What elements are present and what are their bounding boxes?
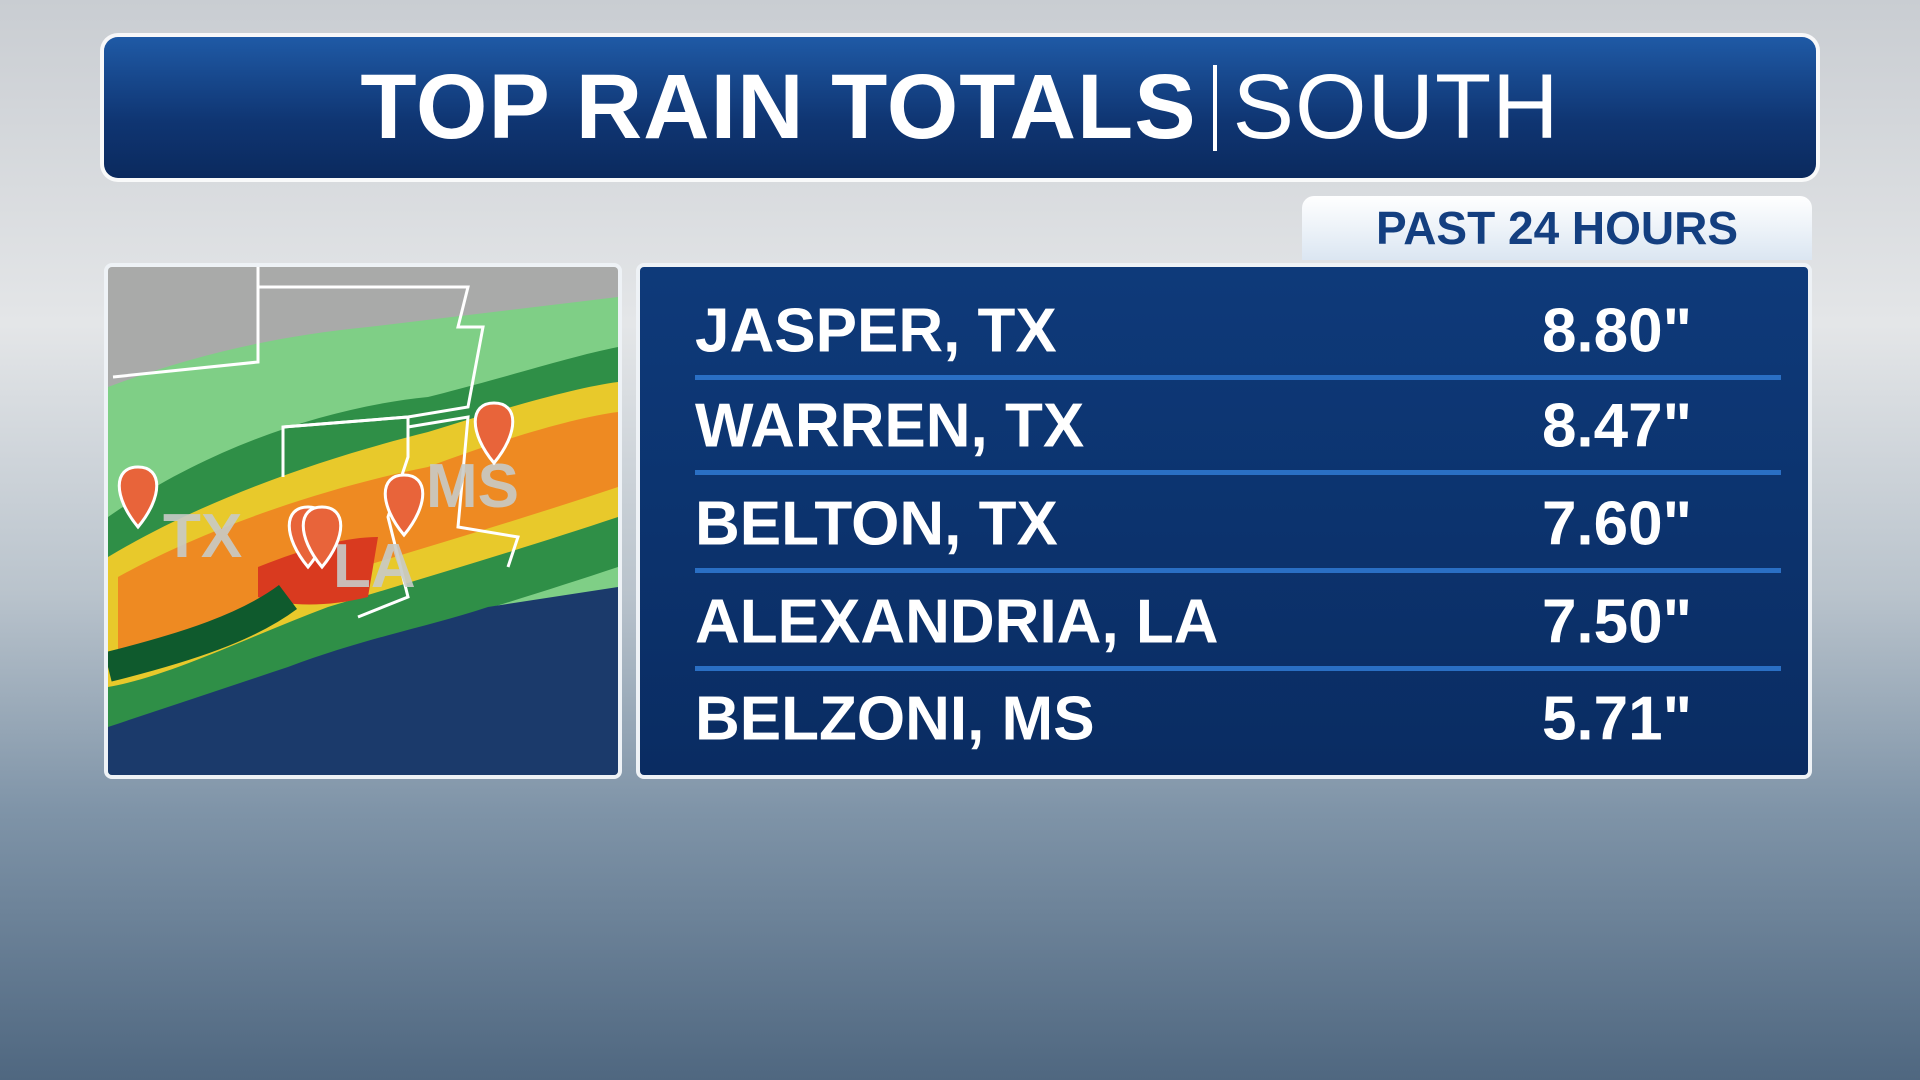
table-row: BELTON, TX 7.60" xyxy=(695,475,1781,573)
table-row: JASPER, TX 8.80" xyxy=(695,282,1781,380)
rain-map: TX LA MS xyxy=(104,263,622,779)
rain-total: 8.47" xyxy=(1541,391,1693,461)
rain-total: 5.71" xyxy=(1541,684,1693,754)
location: WARREN, TX xyxy=(695,391,1085,461)
time-badge: PAST 24 HOURS xyxy=(1302,196,1812,260)
table-row: ALEXANDRIA, LA 7.50" xyxy=(695,573,1781,671)
map-pins xyxy=(117,401,515,570)
location: BELZONI, MS xyxy=(695,684,1095,754)
map-label: MS xyxy=(426,452,519,521)
location: JASPER, TX xyxy=(695,296,1057,366)
rain-total: 8.80" xyxy=(1541,296,1693,366)
map-label: TX xyxy=(163,502,242,571)
row-divider xyxy=(695,470,1781,475)
subtitle: SOUTH xyxy=(1232,56,1560,158)
row-divider xyxy=(695,666,1781,671)
totals-table: JASPER, TX 8.80" WARREN, TX 8.47" BELTON, TX… xyxy=(636,263,1812,779)
title: TOP RAIN TOTALS xyxy=(360,56,1197,158)
row-divider xyxy=(695,568,1781,573)
table-row: WARREN, TX 8.47" xyxy=(695,377,1781,475)
rain-total: 7.60" xyxy=(1541,489,1693,559)
location: ALEXANDRIA, LA xyxy=(695,587,1219,657)
row-divider xyxy=(695,375,1781,380)
map-graphic: TX LA MS xyxy=(108,267,618,775)
location: BELTON, TX xyxy=(695,489,1058,559)
title-bar: TOP RAIN TOTALS SOUTH xyxy=(104,37,1816,178)
map-label: LA xyxy=(333,532,416,601)
table-row: BELZONI, MS 5.71" xyxy=(695,670,1781,768)
separator xyxy=(1212,64,1217,151)
rain-total: 7.50" xyxy=(1541,587,1693,657)
